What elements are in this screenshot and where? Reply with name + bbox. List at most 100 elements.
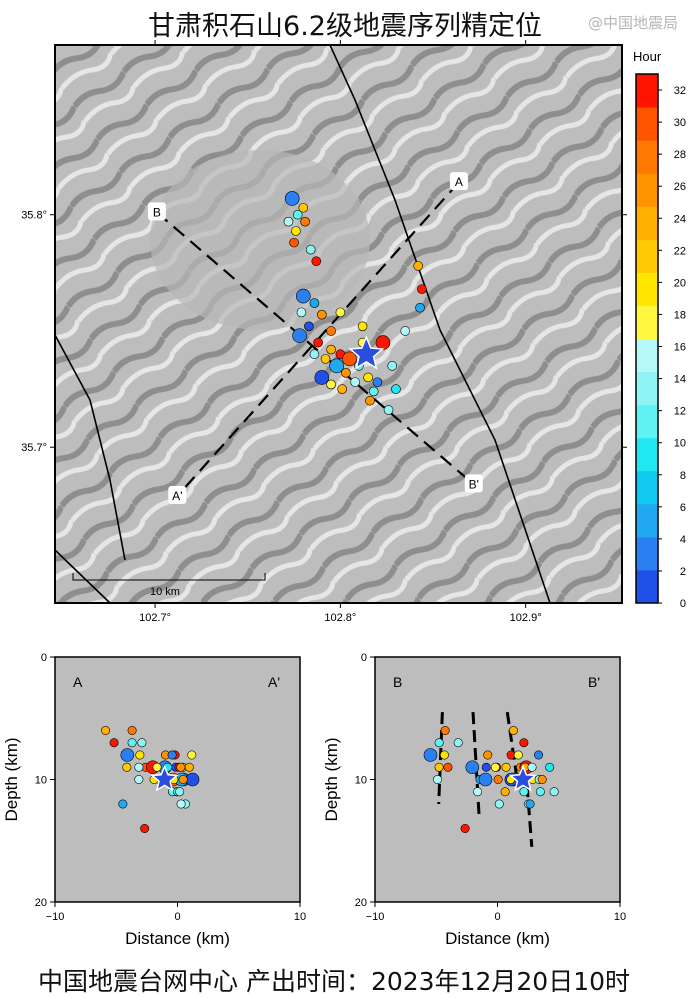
colorbar-frame — [635, 73, 659, 604]
event-marker — [439, 750, 449, 760]
event-marker — [326, 379, 336, 390]
event-marker — [101, 725, 111, 735]
event-marker — [513, 750, 523, 760]
x-tick-label: −10 — [46, 911, 65, 923]
event-marker — [453, 738, 463, 748]
event-marker — [127, 738, 137, 748]
profile-line — [156, 211, 475, 486]
event-marker — [305, 244, 316, 255]
event-marker — [320, 354, 331, 364]
event-marker — [337, 384, 348, 394]
label-box — [449, 172, 468, 191]
event-marker — [292, 209, 303, 220]
event-marker — [134, 774, 144, 784]
event-marker — [478, 772, 493, 787]
label-box — [168, 486, 187, 505]
event-marker — [326, 344, 336, 355]
profile-start-label: B — [393, 674, 402, 690]
x-tick-label: 10 — [294, 911, 306, 923]
event-marker — [545, 762, 555, 772]
y-tick-label: 20 — [35, 897, 47, 909]
event-marker — [289, 237, 299, 248]
colorbar-band — [636, 107, 658, 141]
event-marker — [185, 772, 200, 787]
y-tick-label: 20 — [355, 897, 367, 909]
event-marker — [417, 284, 427, 294]
colorbar-tick-label: 28 — [674, 149, 686, 161]
colorbar-band — [636, 404, 658, 439]
footer-credit: 中国地震台网中心 产出时间：2023年12月20日10时 — [38, 967, 631, 996]
colorbar-tick-label: 12 — [674, 406, 686, 418]
figure: A A' B B' 10 km 102.7° 102.8° 102.9° 35.7° 35.8… — [2, 40, 686, 948]
event-marker — [109, 738, 119, 748]
scale-bar-label: 10 km — [150, 586, 180, 598]
profile-label: B' — [464, 474, 483, 493]
colorbar-label: Hour — [633, 49, 662, 64]
colorbar-band — [636, 470, 658, 505]
profile-start-label: A — [73, 674, 83, 690]
colorbar-tick-label: 26 — [674, 181, 686, 193]
event-marker — [326, 326, 336, 336]
y-tick-label: 35.7° — [21, 442, 47, 454]
event-marker — [519, 738, 529, 748]
event-marker — [314, 370, 330, 385]
event-marker — [535, 787, 545, 797]
event-marker — [178, 774, 188, 784]
event-marker — [391, 384, 401, 394]
colorbar-band — [636, 503, 658, 538]
fault-line — [54, 549, 111, 604]
colorbar-tick-label: 18 — [674, 309, 686, 321]
event-marker — [434, 762, 444, 772]
event-marker — [413, 261, 423, 271]
event-marker — [295, 288, 311, 304]
event-marker — [433, 774, 443, 784]
x-tick-label: 0 — [494, 911, 500, 923]
event-marker — [357, 321, 368, 332]
colorbar-tick-label: 4 — [680, 534, 686, 546]
event-marker — [363, 372, 373, 383]
fault-line — [54, 334, 126, 561]
colorbar-band — [636, 536, 658, 571]
event-marker — [120, 748, 135, 762]
event-marker — [493, 774, 503, 784]
event-marker — [365, 395, 375, 406]
event-marker — [122, 762, 132, 772]
label-box — [147, 202, 166, 221]
event-marker — [387, 361, 398, 371]
y-axis-label: Depth (km) — [2, 737, 21, 821]
colorbar-band — [636, 338, 658, 373]
colorbar-tick-label: 8 — [680, 470, 686, 482]
event-marker — [525, 799, 535, 809]
event-marker — [483, 750, 493, 760]
event-marker — [298, 202, 309, 213]
colorbar-tick-label: 16 — [674, 342, 686, 354]
x-axis-label: Distance (km) — [445, 929, 550, 948]
event-marker — [519, 787, 529, 797]
event-marker — [175, 787, 185, 797]
cross-section-aa: A A' −10 0 10 0 10 20 Distance (km) Depth (km) — [2, 652, 306, 948]
x-tick-label: 102.9° — [510, 612, 542, 624]
event-marker — [140, 823, 150, 833]
colorbar-tick-label: 22 — [674, 245, 686, 257]
profile-label-text: A' — [172, 489, 182, 503]
event-marker — [335, 307, 346, 318]
event-marker — [494, 799, 504, 809]
event-marker — [284, 191, 300, 206]
y-tick-label: 0 — [361, 652, 367, 664]
scale-bar: 10 km — [72, 573, 266, 598]
profile-label: A — [449, 172, 468, 191]
map-panel: A A' B B' 10 km 102.7° 102.8° 102.9° 35.7° 35.8… — [21, 40, 627, 624]
y-axis-label: Depth (km) — [322, 737, 341, 821]
colorbar-tick-label: 0 — [680, 598, 686, 610]
event-marker — [313, 337, 323, 348]
event-marker — [134, 762, 144, 772]
event-marker — [501, 762, 511, 772]
colorbar-band — [636, 206, 658, 240]
event-marker — [375, 335, 391, 350]
event-marker — [341, 368, 351, 378]
x-tick-label: 0 — [174, 911, 180, 923]
profile-label: A' — [168, 486, 187, 505]
label-box — [464, 474, 483, 493]
colorbar-band — [636, 74, 658, 108]
